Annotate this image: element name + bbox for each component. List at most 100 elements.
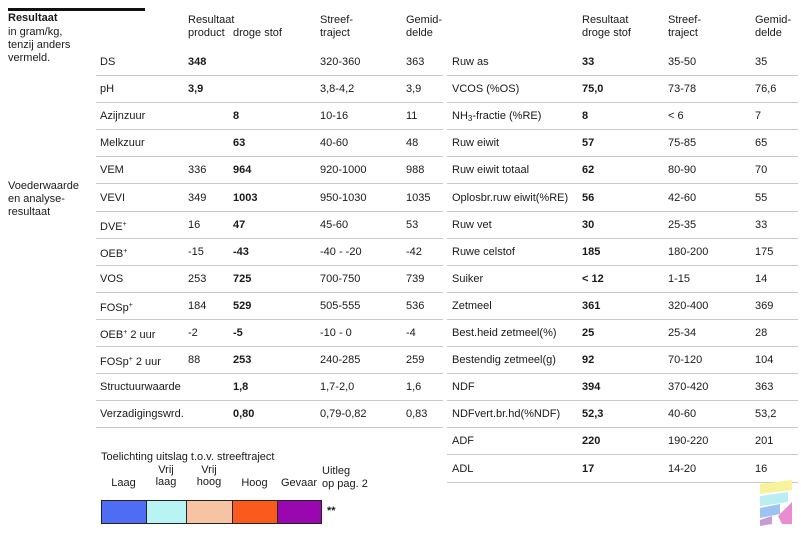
row-label: Verzadigingswrd. xyxy=(100,408,184,421)
table-row: ADL 17 14-20 16 xyxy=(447,456,798,483)
row-average: 363 xyxy=(755,381,774,394)
row-average: 988 xyxy=(406,164,425,177)
row-product-value: 349 xyxy=(188,191,207,204)
section-voederwaarde-line: en analyse- xyxy=(8,193,65,205)
row-label: ADF xyxy=(452,435,474,448)
row-divider xyxy=(447,237,798,239)
row-target-range: 1,7-2,0 xyxy=(320,381,355,394)
row-average: 53,2 xyxy=(755,408,777,421)
row-target-range: 240-285 xyxy=(320,354,361,367)
row-label: VCOS (%OS) xyxy=(452,83,520,96)
table-row: Best.heid zetmeel(%) 25 25-34 28 xyxy=(447,320,798,347)
row-average: 16 xyxy=(755,462,768,475)
row-dry-matter-value: 17 xyxy=(582,462,595,475)
row-average: 369 xyxy=(755,299,774,312)
row-divider xyxy=(96,346,443,347)
legend-swatch xyxy=(186,500,233,524)
row-label: Ruw eiwit xyxy=(452,137,500,150)
row-target-range: 14-20 xyxy=(668,462,697,475)
row-average: 33 xyxy=(755,218,768,231)
row-label: DS xyxy=(100,56,116,68)
table-row: OEB+ -15 -43 -40 - -20 -42 xyxy=(96,239,443,266)
table-row: VCOS (%OS) 75,0 73-78 76,6 xyxy=(447,76,798,104)
row-average: 536 xyxy=(406,299,425,312)
row-target-range: 0,79-0,82 xyxy=(320,408,367,421)
row-target-range: 505-555 xyxy=(320,299,361,312)
row-target-range: 320-400 xyxy=(668,299,709,312)
row-divider xyxy=(96,183,443,185)
row-average: 739 xyxy=(406,272,425,285)
table-row: Ruw eiwit totaal 62 80-90 70 xyxy=(447,157,798,185)
header-gemid: Gemid- xyxy=(406,14,443,26)
row-label: OEB+ xyxy=(100,247,128,260)
row-average: -42 xyxy=(406,245,422,258)
row-divider xyxy=(447,318,798,320)
row-label: NH3-fractie (%RE) xyxy=(452,110,542,124)
row-target-range: 42-60 xyxy=(668,191,697,204)
section-voederwaarde-line: Voederwaarde xyxy=(8,180,79,192)
row-dry-matter-value: 185 xyxy=(582,245,601,258)
row-dry-matter-value: 0,80 xyxy=(233,408,255,421)
row-label: Best.heid zetmeel(%) xyxy=(452,327,557,339)
row-dry-matter-value: 92 xyxy=(582,354,595,367)
legend-label: Vrij laag xyxy=(155,464,177,488)
row-product-value: -15 xyxy=(188,245,204,258)
row-dry-matter-value: 75,0 xyxy=(582,83,604,96)
table-row: pH 3,9 3,8-4,2 3,9 xyxy=(96,76,443,104)
row-dry-matter-value: 964 xyxy=(233,164,252,177)
row-average: 76,6 xyxy=(755,83,777,96)
row-average: 53 xyxy=(406,218,419,231)
row-target-range: 75-85 xyxy=(668,137,697,150)
top-rule xyxy=(8,8,145,11)
row-dry-matter-value: 8 xyxy=(582,110,589,123)
row-target-range: 35-50 xyxy=(668,56,697,68)
result-units-note: in gram/kg, tenzij anders vermeld. xyxy=(8,26,70,65)
table-row: NH3-fractie (%RE) 8 < 6 7 xyxy=(447,103,798,131)
result-units-note-line: in gram/kg, xyxy=(8,26,63,38)
legend-label: Gevaar xyxy=(280,477,318,489)
row-average: 48 xyxy=(406,137,419,150)
row-target-range: 190-220 xyxy=(668,435,709,448)
table-row: FOSp+ 184 529 505-555 536 xyxy=(96,293,443,320)
table-row: Bestendig zetmeel(g) 92 70-120 104 xyxy=(447,347,798,375)
row-target-range: 920-1000 xyxy=(320,164,367,177)
row-dry-matter-value: 30 xyxy=(582,218,595,231)
row-target-range: 25-34 xyxy=(668,327,697,339)
row-divider xyxy=(96,237,443,239)
table-row: Ruw vet 30 25-35 33 xyxy=(447,212,798,239)
row-target-range: 370-420 xyxy=(668,381,709,394)
row-dry-matter-value: 1,8 xyxy=(233,381,249,394)
row-divider xyxy=(447,102,798,104)
row-average: 363 xyxy=(406,56,425,68)
table-row: FOSp+ 2 uur 88 253 240-285 259 xyxy=(96,347,443,375)
table-row: Suiker < 12 1-15 14 xyxy=(447,266,798,293)
row-target-range: 950-1030 xyxy=(320,191,367,204)
table-row: DVE+ 16 47 45-60 53 xyxy=(96,212,443,239)
row-dry-matter-value: 529 xyxy=(233,299,252,312)
row-divider xyxy=(447,373,798,375)
row-product-value: 16 xyxy=(188,218,201,231)
header-right-resultaat: Resultaat xyxy=(582,14,629,26)
row-average: 104 xyxy=(755,354,774,367)
table-row: VEVI 349 1003 950-1030 1035 xyxy=(96,185,443,212)
row-dry-matter-value: 57 xyxy=(582,137,595,150)
row-target-range: 700-750 xyxy=(320,272,361,285)
table-row: Azijnzuur 8 10-16 11 xyxy=(96,103,443,131)
table-row: NDF 394 370-420 363 xyxy=(447,374,798,402)
row-divider xyxy=(447,454,798,456)
row-dry-matter-value: < 12 xyxy=(582,272,604,285)
row-dry-matter-value: -43 xyxy=(233,245,249,258)
row-average: 259 xyxy=(406,354,425,367)
header-traject: traject xyxy=(320,27,350,39)
header-right-traject: traject xyxy=(668,27,698,39)
row-dry-matter-value: 253 xyxy=(233,354,252,367)
row-divider xyxy=(447,75,798,76)
row-divider xyxy=(447,346,798,347)
row-label: Ruw eiwit totaal xyxy=(452,164,530,177)
row-divider xyxy=(96,427,443,429)
row-divider xyxy=(96,210,443,212)
row-divider xyxy=(447,427,798,429)
row-label: VEM xyxy=(100,164,124,177)
table-row: NDFvert.br.hd(%NDF) 52,3 40-60 53,2 xyxy=(447,401,798,429)
row-dry-matter-value: 52,3 xyxy=(582,408,604,421)
